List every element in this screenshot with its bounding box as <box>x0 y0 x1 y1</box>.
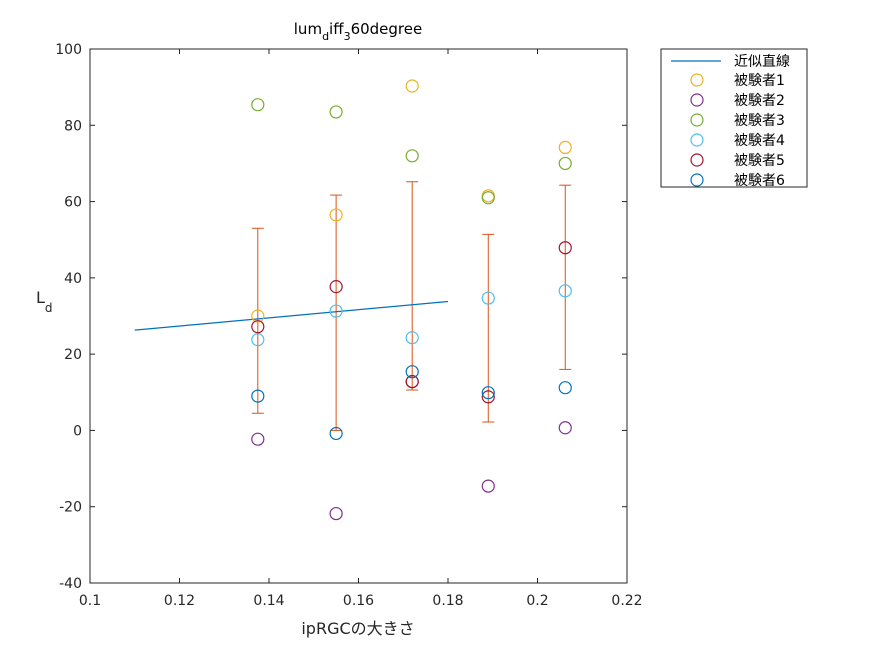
marker-subject-6 <box>405 365 419 379</box>
marker-subject-1 <box>329 208 343 222</box>
marker-subject-6 <box>481 386 495 400</box>
marker-subject-6 <box>558 381 572 395</box>
legend-box <box>660 48 808 188</box>
marker-subject-1 <box>251 309 265 323</box>
marker-subject-6 <box>251 389 265 403</box>
marker-subject-5 <box>329 280 343 294</box>
marker-subject-2 <box>481 479 495 493</box>
x-axis-ticks: 0.1 0.12 0.14 0.16 0.18 0.2 0.22 <box>79 49 643 609</box>
marker-subject-4 <box>405 331 419 345</box>
x-tick-label: 0.1 <box>79 593 101 609</box>
legend-marker-subject-1 <box>690 73 704 87</box>
marker-subject-4 <box>251 333 265 347</box>
x-tick-label: 0.12 <box>164 593 195 609</box>
legend-label-subject-5: 被験者5 <box>734 153 785 169</box>
y-tick-label: -20 <box>59 500 82 516</box>
marker-subject-1 <box>558 140 572 155</box>
fit-line <box>134 300 449 331</box>
y-tick-label: 20 <box>64 347 82 363</box>
chart-title: lumdiff360degree <box>294 20 422 43</box>
marker-subject-3 <box>329 105 343 119</box>
marker-subject-3 <box>251 98 265 112</box>
marker-subject-4 <box>329 304 343 318</box>
marker-subject-2 <box>251 432 265 446</box>
legend-marker-subject-5 <box>690 153 704 167</box>
y-tick-label: 0 <box>73 423 82 439</box>
x-tick-label: 0.16 <box>343 593 374 609</box>
x-tick-label: 0.2 <box>526 593 548 609</box>
legend-label-subject-4: 被験者4 <box>734 133 785 149</box>
x-tick-label: 0.22 <box>611 593 642 609</box>
y-axis-label: Ld <box>36 288 53 315</box>
fit-line-layer <box>134 300 449 331</box>
legend-marker-subject-6 <box>690 173 704 187</box>
plot-area <box>89 48 628 584</box>
y-axis-ticks: -40 -20 0 20 40 60 80 100 <box>55 42 627 592</box>
marker-subject-5 <box>251 320 265 334</box>
marker-subject-6 <box>329 426 343 441</box>
marker-subject-2 <box>329 506 343 521</box>
legend-marker-subject-2 <box>690 93 704 107</box>
marker-layer <box>251 79 572 521</box>
x-tick-label: 0.18 <box>432 593 463 609</box>
legend-label-subject-1: 被験者1 <box>734 73 785 89</box>
marker-subject-4 <box>558 284 572 298</box>
y-tick-label: 60 <box>64 195 82 211</box>
legend-label-subject-6: 被験者6 <box>734 173 785 189</box>
y-tick-label: 40 <box>64 271 82 287</box>
y-tick-label: -40 <box>59 576 82 592</box>
marker-subject-3 <box>481 191 495 205</box>
x-tick-label: 0.14 <box>253 593 284 609</box>
marker-subject-5 <box>481 390 495 404</box>
legend-label-subject-3: 被験者3 <box>734 113 785 129</box>
marker-subject-3 <box>405 149 419 163</box>
y-tick-label: 80 <box>64 118 82 134</box>
legend-marker-subject-4 <box>690 133 704 147</box>
legend-marker-subject-3 <box>690 113 704 127</box>
marker-subject-5 <box>405 375 419 389</box>
marker-subject-3 <box>558 156 572 171</box>
marker-subject-5 <box>558 241 572 255</box>
legend-label-subject-2: 被験者2 <box>734 93 785 109</box>
y-tick-label: 100 <box>55 42 82 58</box>
legend-fit-line-label: 近似直線 <box>734 53 790 70</box>
x-axis-label: ipRGCの大きさ <box>301 619 414 638</box>
marker-subject-4 <box>481 291 495 305</box>
marker-subject-2 <box>558 421 572 435</box>
marker-subject-1 <box>405 79 419 93</box>
